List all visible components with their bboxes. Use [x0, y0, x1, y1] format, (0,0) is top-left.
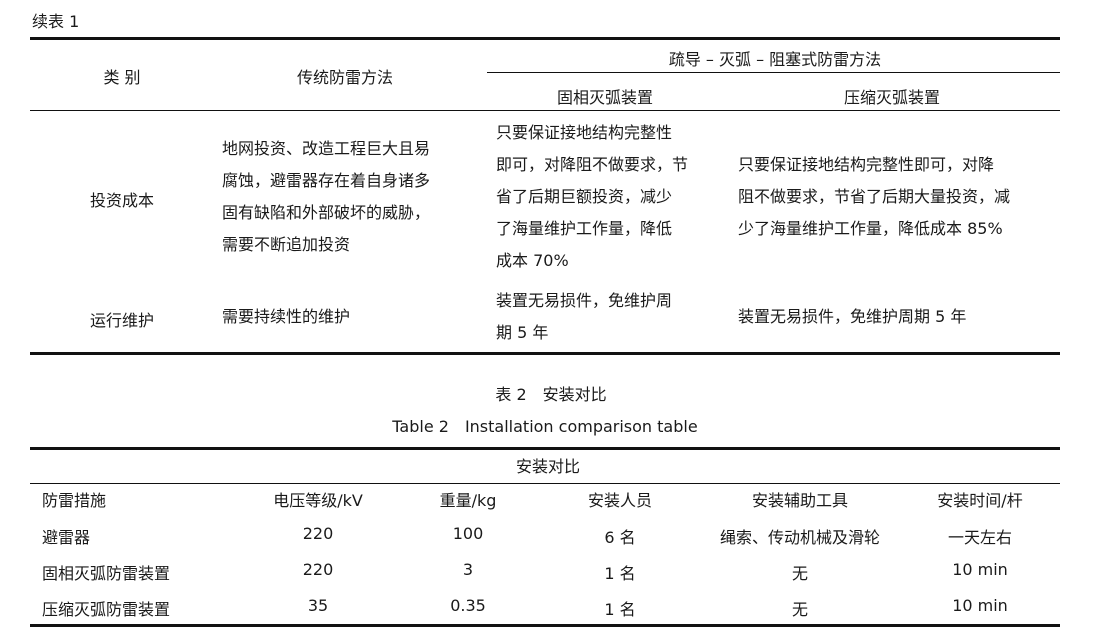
table2-cell: 100: [452, 524, 484, 543]
table1-header-rule: [30, 110, 1060, 111]
table2-cell: 6 名: [604, 528, 636, 547]
table2-header-rule: [30, 483, 1060, 484]
text-line: 阻不做要求，节省了后期大量投资，减: [738, 187, 1011, 206]
table1-cell-compressed: 只要保证接地结构完整性即可，对降 阻不做要求，节省了后期大量投资，减 少了海量维…: [738, 149, 1010, 245]
text-line: 即可，对降阻不做要求，节: [496, 155, 689, 174]
table2-group-header: 安装对比: [515, 457, 581, 476]
text-line: 少了海量维护工作量，降低成本 85%: [738, 219, 1003, 238]
table1-cell-traditional: 地网投资、改造工程巨大且易 腐蚀，避雷器存在着自身诸多 固有缺陷和外部破坏的威胁…: [222, 133, 430, 261]
text-line: 地网投资、改造工程巨大且易: [222, 139, 431, 158]
text-line: 省了后期巨额投资，减少: [496, 187, 673, 206]
table2-cell: 压缩灭弧防雷装置: [42, 600, 171, 619]
text-line: 需要不断追加投资: [222, 235, 351, 254]
table2-caption-cn: 表 2 安装对比: [495, 385, 607, 404]
table2-cell: 0.35: [450, 596, 486, 615]
text-line: 装置无易损件，免维护周: [496, 291, 673, 310]
text-line: 装置无易损件，免维护周期 5 年: [738, 307, 967, 326]
table2-cell: 无: [791, 564, 809, 583]
table2-column-header: 安装人员: [587, 491, 653, 510]
text-line: 期 5 年: [496, 323, 549, 342]
table2-bottom-rule: [30, 624, 1060, 627]
table2-column-header: 安装时间/杆: [937, 491, 1023, 510]
table2-cell: 35: [307, 596, 329, 615]
table1-row-category: 投资成本: [89, 191, 155, 210]
table2-cell: 220: [302, 560, 334, 579]
text-line: 腐蚀，避雷器存在着自身诸多: [222, 171, 431, 190]
table1-header-traditional: 传统防雷方法: [296, 68, 394, 87]
text-line: 固有缺陷和外部破坏的威胁，: [222, 203, 431, 222]
table1-row-category: 运行维护: [89, 311, 155, 330]
table2-cell: 避雷器: [42, 528, 91, 547]
table1-bottom-rule: [30, 352, 1060, 355]
table2-top-rule: [30, 447, 1060, 450]
table2-cell: 1 名: [604, 564, 636, 583]
table1-cell-compressed: 装置无易损件，免维护周期 5 年: [738, 301, 966, 333]
table2-cell: 10 min: [952, 596, 1008, 615]
table2-column-header: 电压等级/kV: [273, 491, 363, 510]
table1-cell-traditional: 需要持续性的维护: [222, 301, 350, 333]
table1-header-compressed: 压缩灭弧装置: [843, 88, 941, 107]
text-line: 只要保证接地结构完整性即可，对降: [738, 155, 995, 174]
table1-header-solid: 固相灭弧装置: [556, 88, 654, 107]
table1-header-group: 疏导 – 灭弧 – 阻塞式防雷方法: [668, 50, 882, 69]
table2-caption-en: Table 2 Installation comparison table: [392, 417, 698, 436]
table1-header-category: 类 别: [103, 68, 141, 87]
table1-top-rule: [30, 37, 1060, 40]
table1-cell-solid: 只要保证接地结构完整性 即可，对降阻不做要求，节 省了后期巨额投资，减少 了海量…: [496, 117, 688, 277]
table2-column-header: 防雷措施: [42, 491, 107, 510]
table2-cell: 10 min: [952, 560, 1008, 579]
table1-continued-label: 续表 1: [32, 12, 80, 31]
text-line: 只要保证接地结构完整性: [496, 123, 673, 142]
table2-column-header: 重量/kg: [439, 491, 497, 510]
table1-group-rule: [487, 72, 1060, 73]
table2-cell: 无: [791, 600, 809, 619]
table1-cell-solid: 装置无易损件，免维护周 期 5 年: [496, 285, 672, 349]
table2-cell: 1 名: [604, 600, 636, 619]
table2-column-header: 安装辅助工具: [751, 491, 849, 510]
table2-cell: 一天左右: [947, 528, 1013, 547]
text-line: 了海量维护工作量，降低: [496, 219, 673, 238]
table2-cell: 绳索、传动机械及滑轮: [719, 528, 881, 547]
table2-cell: 3: [462, 560, 474, 579]
table2-cell: 固相灭弧防雷装置: [42, 564, 171, 583]
text-line: 成本 70%: [496, 251, 569, 270]
text-line: 需要持续性的维护: [222, 307, 351, 326]
table2-cell: 220: [302, 524, 334, 543]
